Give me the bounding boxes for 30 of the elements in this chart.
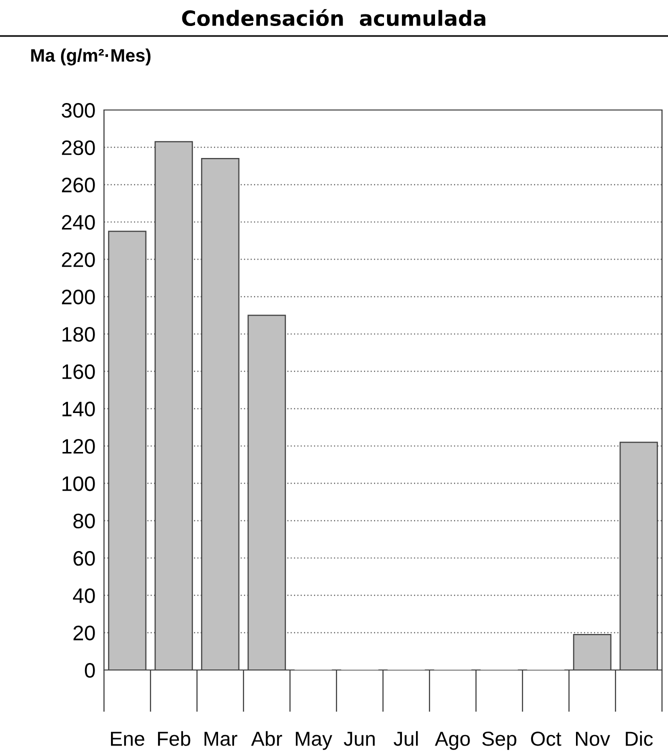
y-tick-label: 20 (74, 626, 95, 640)
y-tick-label: 220 (62, 252, 95, 268)
x-tick-label: Mar (204, 732, 238, 746)
y-tick-label: 280 (62, 140, 95, 156)
x-tick-label: Dic (626, 731, 653, 746)
y-tick-label: 60 (74, 551, 95, 566)
chart-title: Condensación acumulada (182, 9, 486, 26)
x-tick-label: Feb (158, 731, 190, 746)
y-tick-label: 160 (62, 364, 95, 380)
y-tick-label: 180 (62, 327, 95, 342)
y-tick-label: 260 (62, 178, 95, 192)
y-tick-label: 140 (62, 402, 95, 416)
x-tick-label: Abr (251, 731, 282, 746)
y-tick-label: 0 (84, 663, 95, 678)
y-tick-label: 80 (73, 514, 95, 528)
y-tick-label: 200 (62, 290, 95, 304)
x-tick-label: Ago (434, 732, 470, 750)
x-tick-label: Jun (344, 732, 375, 746)
y-tick-label: 300 (62, 103, 95, 118)
x-tick-label: Sep (482, 732, 516, 750)
x-tick-label: Oct (531, 732, 562, 746)
x-tick-label: Nov (576, 732, 610, 746)
y-axis-title: Ma (g/m²·Mes) (31, 48, 150, 66)
y-tick-label: 240 (62, 215, 95, 230)
x-tick-label: May (296, 732, 332, 750)
x-tick-label: Ene (110, 732, 144, 746)
y-tick-label: 120 (62, 439, 95, 454)
y-tick-label: 100 (62, 476, 95, 492)
y-tick-label: 40 (72, 588, 95, 604)
x-tick-label: Jul (394, 731, 418, 746)
